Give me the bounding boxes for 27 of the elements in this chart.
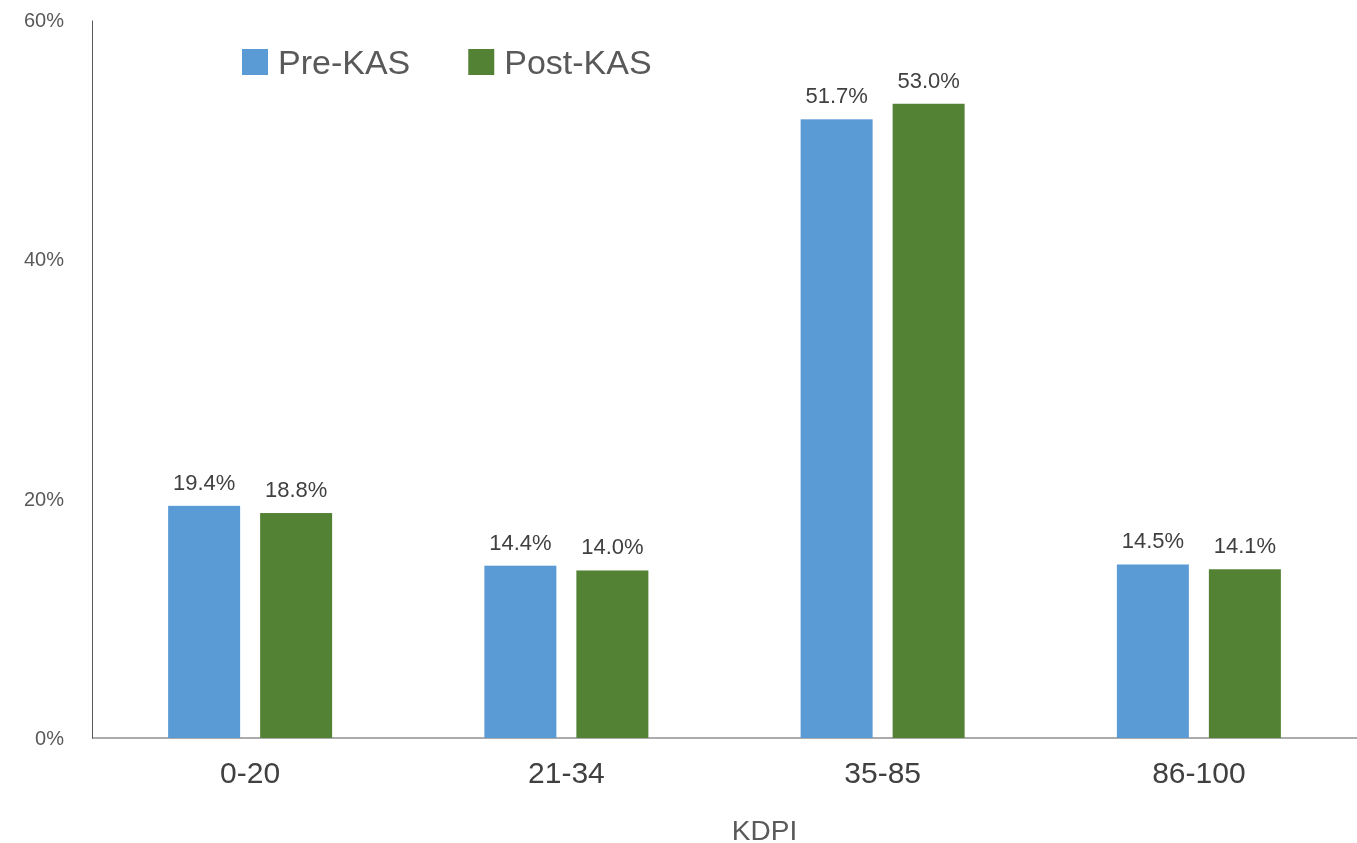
data-label: 14.0% [581,534,644,560]
bar [1208,569,1281,738]
bar [168,505,241,738]
bar [800,119,873,738]
legend-label: Pre-KAS [278,43,411,81]
legend-label: Post-KAS [504,43,652,81]
bar [576,570,649,738]
y-tick-label: 0% [35,726,65,749]
y-tick-label: 20% [23,487,65,510]
data-label: 14.1% [1213,533,1277,559]
data-label: 14.5% [1121,528,1185,554]
x-tick-label: 35-85 [844,756,921,790]
x-tick-label: 21-34 [528,756,605,790]
bar [1116,564,1189,738]
x-tick-label: 0-20 [220,756,281,790]
bar [484,565,557,738]
x-tick-label: 86-100 [1152,756,1246,790]
bar [260,513,333,738]
y-tick-label: 60% [23,8,65,31]
data-label: 51.7% [805,83,868,109]
bar [892,103,965,738]
data-label: 53.0% [897,67,960,93]
data-label: 19.4% [172,469,236,495]
y-tick-label: 40% [23,248,65,271]
data-label: 18.8% [264,477,328,503]
data-label: 14.4% [489,529,552,555]
x-axis-title: KDPI [731,815,798,843]
